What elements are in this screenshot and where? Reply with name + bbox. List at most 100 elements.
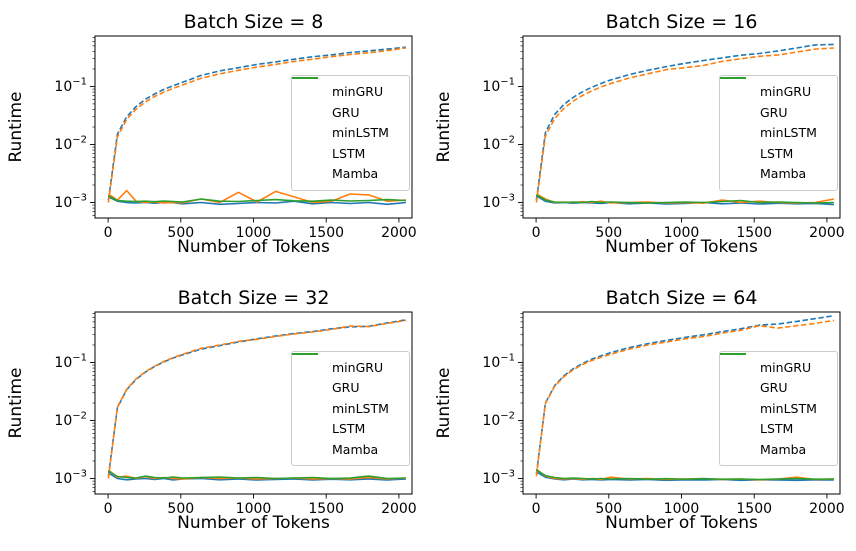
- mingru-line-swatch: [292, 77, 325, 94]
- x-axis-label: Number of Tokens: [177, 237, 330, 257]
- mamba-line-swatch: [720, 77, 753, 176]
- series-line-minGRU: [108, 196, 406, 206]
- legend: minGRU GRU minLSTM LSTM Mamba: [719, 75, 838, 191]
- svg-text:2000: 2000: [381, 501, 417, 517]
- axes-frame: [522, 311, 841, 494]
- legend-item-minlstm: minLSTM: [720, 352, 830, 420]
- legend-item-mingru: minGRU: [292, 352, 402, 379]
- svg-text:10−3: 10−3: [482, 468, 515, 487]
- svg-text:0: 0: [532, 501, 541, 517]
- svg-text:10−2: 10−2: [482, 134, 515, 153]
- series-line-Mamba: [535, 194, 834, 204]
- legend-label: Mamba: [332, 166, 379, 182]
- legend-label: minLSTM: [760, 125, 817, 141]
- gru-line-swatch: [720, 352, 753, 390]
- mamba-line-swatch: [720, 352, 753, 452]
- svg-text:2000: 2000: [809, 225, 845, 241]
- axes-frame: [522, 35, 841, 219]
- gru-line-swatch: [292, 352, 325, 390]
- svg-text:1000: 1000: [236, 225, 272, 241]
- chart-title: Batch Size = 64: [605, 286, 758, 309]
- svg-text:10−2: 10−2: [54, 134, 87, 153]
- svg-text:1000: 1000: [236, 501, 272, 517]
- svg-text:1000: 1000: [664, 501, 700, 517]
- svg-text:1500: 1500: [736, 225, 772, 241]
- x-ticks: 0 500 1000 1500 2000: [532, 493, 845, 517]
- y-major-ticks: 10−3 10−2 10−1: [54, 76, 95, 211]
- mamba-line-swatch: [292, 352, 325, 452]
- y-axis-label: Runtime: [6, 91, 26, 163]
- minlstm-line-swatch: [292, 77, 325, 135]
- series-line-Mamba: [535, 468, 834, 480]
- legend-item-lstm: LSTM: [292, 77, 402, 165]
- series-line-LSTM: [107, 319, 407, 479]
- svg-text:2000: 2000: [381, 225, 417, 241]
- lstm-line-swatch: [720, 77, 753, 156]
- x-ticks: 0 500 1000 1500 2000: [532, 218, 845, 241]
- svg-text:10−1: 10−1: [54, 352, 87, 371]
- svg-text:10−3: 10−3: [54, 468, 87, 487]
- svg-text:0: 0: [104, 501, 113, 517]
- mingru-line-swatch: [292, 352, 325, 370]
- svg-text:10−3: 10−3: [482, 192, 515, 211]
- series-line-GRU: [535, 43, 834, 201]
- legend-item-minlstm: minLSTM: [720, 77, 830, 144]
- legend-item-mingru: minGRU: [720, 77, 830, 103]
- svg-text:0: 0: [104, 225, 113, 241]
- axes-frame: [94, 311, 413, 494]
- x-axis-label: Number of Tokens: [177, 512, 330, 533]
- legend-label: minLSTM: [332, 400, 389, 416]
- y-major-ticks: 10−3 10−2 10−1: [54, 352, 95, 487]
- x-axis-label: Number of Tokens: [605, 512, 758, 533]
- chart-batch-32: 10−3 10−2 10−1 0 500 1000 1500 2000 Batch Size …: [0, 276, 428, 551]
- svg-text:1500: 1500: [308, 501, 344, 517]
- lstm-line-swatch: [292, 77, 325, 156]
- legend-label: minLSTM: [760, 400, 817, 416]
- mingru-line-swatch: [720, 352, 753, 370]
- legend-label: minGRU: [760, 359, 812, 375]
- y-major-ticks: 10−3 10−2 10−1: [482, 76, 523, 211]
- lstm-line-swatch: [720, 352, 753, 431]
- mingru-line-swatch: [720, 77, 753, 94]
- lstm-line-swatch: [292, 352, 325, 431]
- minlstm-line-swatch: [720, 77, 753, 135]
- x-ticks: 0 500 1000 1500 2000: [104, 218, 417, 241]
- legend-item-mamba: Mamba: [720, 352, 830, 461]
- legend-label: GRU: [332, 380, 360, 396]
- chart-batch-8: 10−3 10−2 10−1 0 500 1000 1500 2000 Batch Size …: [0, 0, 428, 276]
- svg-text:1000: 1000: [664, 225, 700, 241]
- series-line-LSTM: [107, 47, 407, 203]
- svg-text:2000: 2000: [809, 501, 845, 517]
- minlstm-line-swatch: [292, 352, 325, 411]
- legend-item-minlstm: minLSTM: [292, 77, 402, 144]
- svg-text:10−1: 10−1: [482, 76, 515, 95]
- series-line-GRU: [535, 314, 835, 474]
- legend-item-gru: GRU: [720, 352, 830, 399]
- legend-label: LSTM: [332, 421, 366, 437]
- legend-item-gru: GRU: [292, 352, 402, 399]
- legend-label: minGRU: [760, 84, 812, 100]
- legend-item-gru: GRU: [292, 77, 402, 124]
- y-axis-label: Runtime: [434, 366, 454, 439]
- legend-label: LSTM: [760, 145, 794, 161]
- gru-line-swatch: [720, 77, 753, 115]
- chart-title: Batch Size = 32: [177, 286, 330, 309]
- series-line-LSTM: [535, 319, 835, 476]
- legend-item-lstm: LSTM: [720, 77, 830, 165]
- svg-text:500: 500: [595, 501, 622, 517]
- y-axis-label: Runtime: [434, 91, 454, 163]
- y-axis-label: Runtime: [6, 366, 26, 439]
- chart-title: Batch Size = 8: [183, 11, 324, 33]
- legend-label: minGRU: [332, 84, 384, 100]
- legend-item-mamba: Mamba: [292, 77, 402, 185]
- legend: minGRU GRU minLSTM LSTM Mamba: [291, 350, 410, 466]
- svg-text:1500: 1500: [308, 225, 344, 241]
- legend-label: minLSTM: [332, 125, 389, 141]
- series-line-GRU: [107, 46, 406, 201]
- legend-item-minlstm: minLSTM: [292, 352, 402, 420]
- legend-item-lstm: LSTM: [720, 352, 830, 440]
- svg-text:0: 0: [532, 225, 541, 241]
- plot-area-batch-32: 10−3 10−2 10−1 0 500 1000 1500 2000: [54, 311, 417, 517]
- svg-text:10−1: 10−1: [482, 352, 515, 371]
- svg-text:10−2: 10−2: [54, 410, 87, 429]
